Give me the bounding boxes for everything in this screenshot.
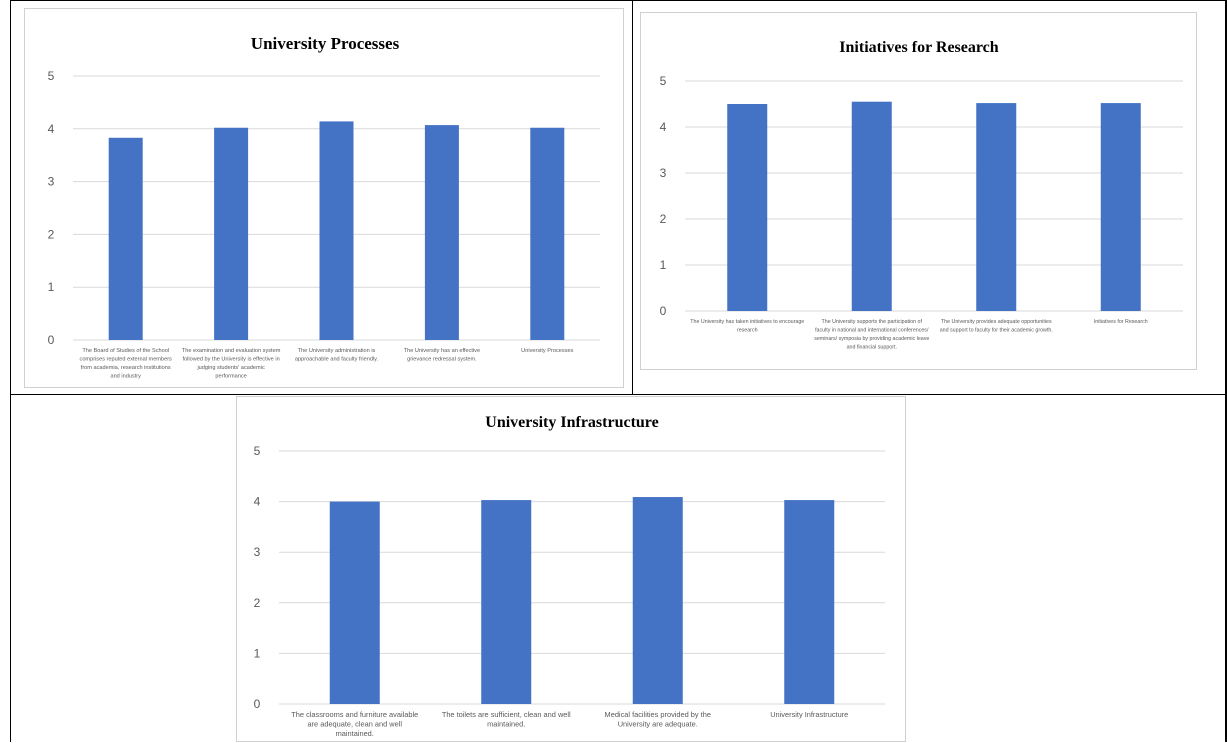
- x-category-label-line: performance: [215, 374, 246, 380]
- bar: [1100, 103, 1141, 311]
- y-tick-label: 2: [660, 212, 667, 226]
- x-category-label-line: and industry: [110, 374, 141, 380]
- x-category-label-line: University are adequate.: [618, 720, 698, 729]
- x-category-label: The toilets are sufficient, clean and we…: [442, 710, 571, 729]
- bar: [632, 497, 683, 704]
- frame-line-top: [10, 0, 1227, 1]
- y-tick-label: 2: [48, 227, 55, 241]
- x-category-label-line: maintained.: [487, 720, 525, 729]
- x-category-label: The examination and evaluation system fol…: [182, 348, 281, 380]
- x-category-label: The University provides adequate opportu…: [940, 319, 1053, 334]
- x-category-label: The University supports the participatio…: [814, 319, 929, 351]
- x-category-label-line: comprises reputed external members: [80, 357, 173, 363]
- chart-plot: 0 1 2 3 4 5 The Board of Studies of the School…: [48, 69, 600, 380]
- bar: [319, 121, 354, 341]
- x-category-label-line: The University supports the participatio…: [822, 319, 923, 325]
- x-category-label-line: The examination and evaluation system: [182, 348, 281, 354]
- frame-line-left: [10, 0, 11, 742]
- y-tick-label: 5: [660, 74, 667, 88]
- y-tick-label: 3: [254, 545, 261, 559]
- x-category-label-line: approachable and faculty friendly.: [295, 357, 379, 363]
- bar: [530, 127, 565, 340]
- bar: [329, 501, 380, 704]
- y-tick-label: 3: [48, 175, 55, 189]
- frame-line-middle: [632, 0, 633, 394]
- bar: [424, 125, 459, 340]
- x-category-label-line: University Processes: [521, 348, 573, 354]
- bar: [108, 137, 143, 340]
- x-category-label-line: The University provides adequate opportu…: [941, 319, 1052, 325]
- y-tick-label: 4: [48, 122, 55, 136]
- y-tick-label: 0: [660, 304, 667, 318]
- chart-university-processes: University Processes 0 1 2 3 4 5 The Board of …: [24, 8, 624, 388]
- x-category-label: The classrooms and furniture available ar…: [291, 710, 418, 738]
- bar: [784, 500, 835, 704]
- x-category-label-line: from academia, research institutions: [81, 365, 171, 371]
- chart-title: Initiatives for Research: [839, 39, 998, 56]
- x-category-label-line: followed by the University is effective …: [182, 357, 279, 363]
- x-category-label-line: The University has taken initiatives to …: [690, 319, 804, 325]
- y-tick-label: 0: [254, 697, 261, 711]
- x-category-label-line: Initiatives for Research: [1094, 319, 1148, 325]
- y-tick-label: 5: [254, 444, 261, 458]
- x-category-label: The University has taken initiatives to …: [690, 319, 804, 334]
- chart-initiatives-for-research-svg: Initiatives for Research 0 1 2 3 4 5 The Unive…: [660, 39, 1183, 351]
- bar: [214, 127, 249, 340]
- chart-title: University Processes: [251, 34, 400, 53]
- x-category-label: Medical facilities provided by the Univer…: [605, 710, 711, 729]
- x-category-label-line: The classrooms and furniture available: [291, 710, 418, 719]
- y-tick-label: 0: [48, 333, 55, 347]
- x-category-label: The Board of Studies of the School compri…: [80, 348, 173, 380]
- x-category-label-line: faculty in national and international co…: [815, 328, 929, 334]
- x-category-label-line: are adequate, clean and well: [307, 720, 402, 729]
- y-tick-label: 2: [254, 596, 261, 610]
- x-category-label-line: The University has an effective: [404, 348, 480, 354]
- x-category-label-line: and support to faculty for their academi…: [940, 328, 1053, 334]
- x-category-label-line: The toilets are sufficient, clean and we…: [442, 710, 571, 719]
- chart-university-infrastructure: University Infrastructure 0 1 2 3 4 5 The clas…: [236, 396, 906, 742]
- y-tick-label: 4: [660, 120, 667, 134]
- x-category-label: The University administration is approach…: [295, 348, 379, 363]
- x-category-label-line: seminars/ symposia by providing academic…: [814, 336, 929, 342]
- x-category-label-line: research: [737, 328, 758, 334]
- x-category-label-line: and financial support.: [847, 345, 897, 351]
- y-tick-label: 4: [254, 495, 261, 509]
- x-category-label: University Processes: [521, 348, 573, 354]
- y-tick-label: 1: [254, 646, 261, 660]
- x-category-label-line: judging students' academic: [196, 365, 265, 371]
- y-tick-label: 5: [48, 69, 55, 83]
- x-category-label-line: maintained.: [336, 729, 374, 738]
- chart-title: University Infrastructure: [485, 414, 658, 431]
- frame-line-right: [1225, 0, 1227, 742]
- x-category-label-line: Medical facilities provided by the: [605, 710, 711, 719]
- chart-university-processes-svg: University Processes 0 1 2 3 4 5 The Board of …: [48, 34, 600, 380]
- x-category-label: Initiatives for Research: [1094, 319, 1148, 325]
- x-category-label-line: grievance redressal system.: [407, 357, 477, 363]
- bar: [851, 101, 892, 311]
- bar: [727, 104, 768, 311]
- chart-plot: 0 1 2 3 4 5 The classrooms and furniture avail…: [254, 444, 885, 738]
- x-category-label-line: University Infrastructure: [770, 710, 848, 719]
- x-category-label-line: The University administration is: [298, 348, 376, 354]
- y-tick-label: 1: [48, 280, 55, 294]
- chart-initiatives-for-research: Initiatives for Research 0 1 2 3 4 5 The Unive…: [640, 12, 1197, 370]
- bar: [481, 500, 532, 704]
- chart-plot: 0 1 2 3 4 5 The University has taken initiativ…: [660, 74, 1183, 351]
- y-tick-label: 3: [660, 166, 667, 180]
- x-category-label-line: The Board of Studies of the School: [82, 348, 169, 354]
- chart-university-infrastructure-svg: University Infrastructure 0 1 2 3 4 5 The clas…: [254, 414, 885, 738]
- y-tick-label: 1: [660, 258, 667, 272]
- x-category-label: University Infrastructure: [770, 710, 848, 719]
- x-category-label: The University has an effective grievance…: [404, 348, 480, 363]
- bar: [976, 103, 1017, 311]
- frame-line-horizontal: [10, 394, 1227, 395]
